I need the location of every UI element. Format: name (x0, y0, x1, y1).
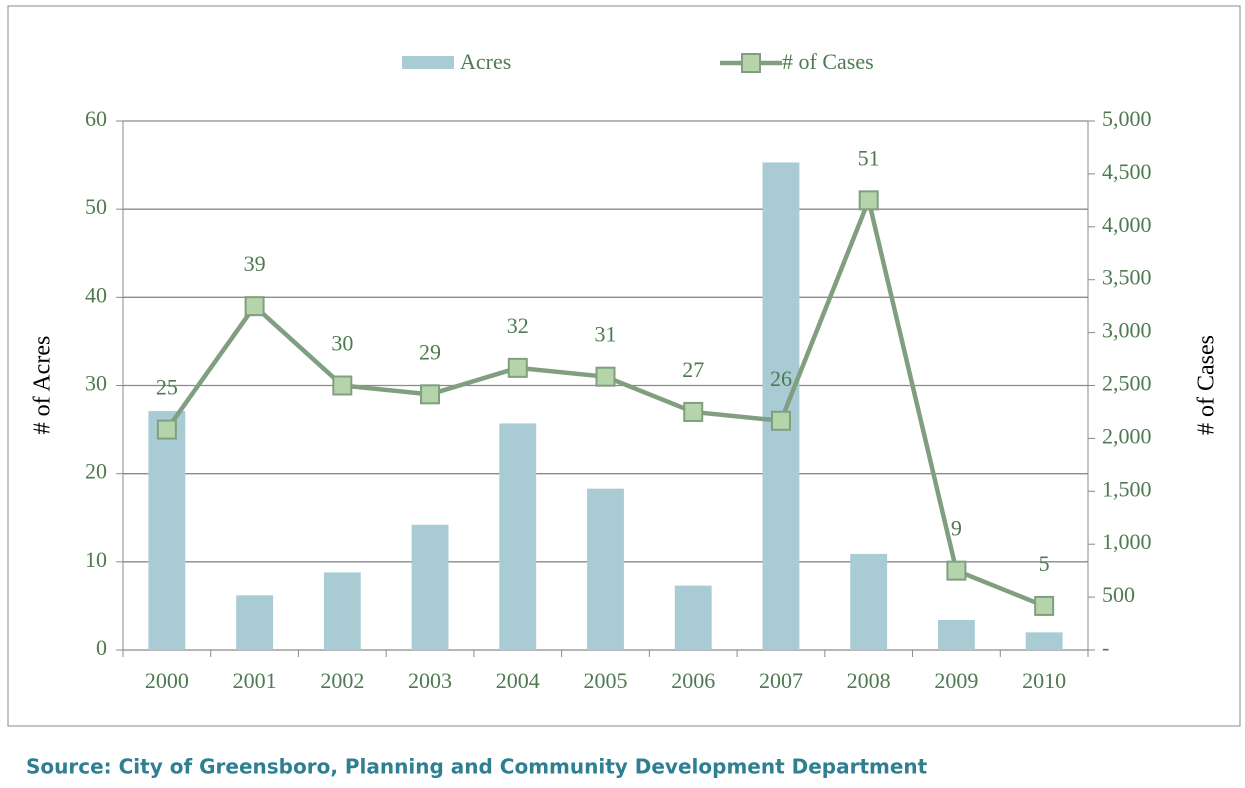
x-tick-label: 2010 (1022, 668, 1066, 693)
legend-swatch (402, 56, 454, 69)
data-label: 26 (770, 366, 792, 391)
x-tick-label: 2003 (408, 668, 452, 693)
bar (762, 162, 800, 650)
data-label: 29 (419, 339, 441, 364)
data-label: 32 (507, 313, 529, 338)
y-tick-label: 20 (85, 459, 107, 484)
y-tick-label: 0 (96, 635, 107, 660)
x-tick-label: 2001 (233, 668, 277, 693)
legend-marker (741, 53, 761, 73)
marker (420, 384, 441, 405)
marker (946, 560, 967, 581)
x-tick-label: 2004 (496, 668, 540, 693)
bar (587, 488, 624, 650)
data-label: 9 (951, 516, 962, 541)
data-label: 39 (244, 251, 266, 276)
y-tick-label: 10 (85, 547, 107, 572)
data-label: 30 (331, 331, 353, 356)
bar (674, 585, 712, 650)
data-label: 27 (682, 357, 704, 382)
bar (148, 411, 186, 650)
marker (332, 375, 353, 396)
data-label: 25 (156, 375, 178, 400)
y2-axis-title: # of Cases (1194, 335, 1220, 435)
data-label: 51 (858, 145, 880, 170)
y-axis-title: # of Acres (30, 336, 56, 435)
y2-tick-label: 4,500 (1102, 159, 1152, 184)
y2-tick-label: 3,000 (1102, 318, 1152, 343)
x-tick-label: 2002 (320, 668, 364, 693)
x-tick-label: 2006 (671, 668, 715, 693)
marker (770, 410, 791, 431)
y2-tick-label: 500 (1102, 582, 1135, 607)
y2-tick-label: 2,000 (1102, 423, 1152, 448)
bar (850, 553, 888, 650)
marker (595, 366, 616, 387)
data-label: 5 (1039, 551, 1050, 576)
y2-tick-label: 3,500 (1102, 265, 1152, 290)
x-tick-label: 2008 (847, 668, 891, 693)
x-tick-label: 2005 (584, 668, 628, 693)
marker (858, 190, 879, 211)
legend-label: Acres (460, 49, 511, 74)
data-label: 31 (595, 322, 617, 347)
marker (1034, 595, 1055, 616)
frame (7, 5, 1241, 727)
marker (507, 357, 528, 378)
y-tick-label: 40 (85, 282, 107, 307)
bar (323, 572, 361, 650)
y2-tick-label: 5,000 (1102, 106, 1152, 131)
marker (683, 401, 704, 422)
x-tick-label: 2007 (759, 668, 803, 693)
legend-label: # of Cases (782, 49, 874, 74)
y-tick-label: 30 (85, 371, 107, 396)
y2-tick-label: 1,000 (1102, 529, 1152, 554)
bar (236, 595, 274, 650)
bar (1025, 632, 1063, 650)
marker (156, 419, 177, 440)
source: Source: City of Greensboro, Planning and… (26, 755, 928, 779)
bar (499, 423, 537, 650)
y2-tick-label: 4,000 (1102, 212, 1152, 237)
x-tick-label: 2009 (934, 668, 978, 693)
bar (937, 620, 975, 650)
x-tick-label: 2000 (145, 668, 189, 693)
y2-tick-label: 1,500 (1102, 476, 1152, 501)
y-tick-label: 50 (85, 194, 107, 219)
y2-tick-label: - (1102, 635, 1109, 660)
y-tick-label: 60 (85, 106, 107, 131)
marker (244, 296, 265, 317)
y2-tick-label: 2,500 (1102, 371, 1152, 396)
bar (411, 524, 449, 650)
